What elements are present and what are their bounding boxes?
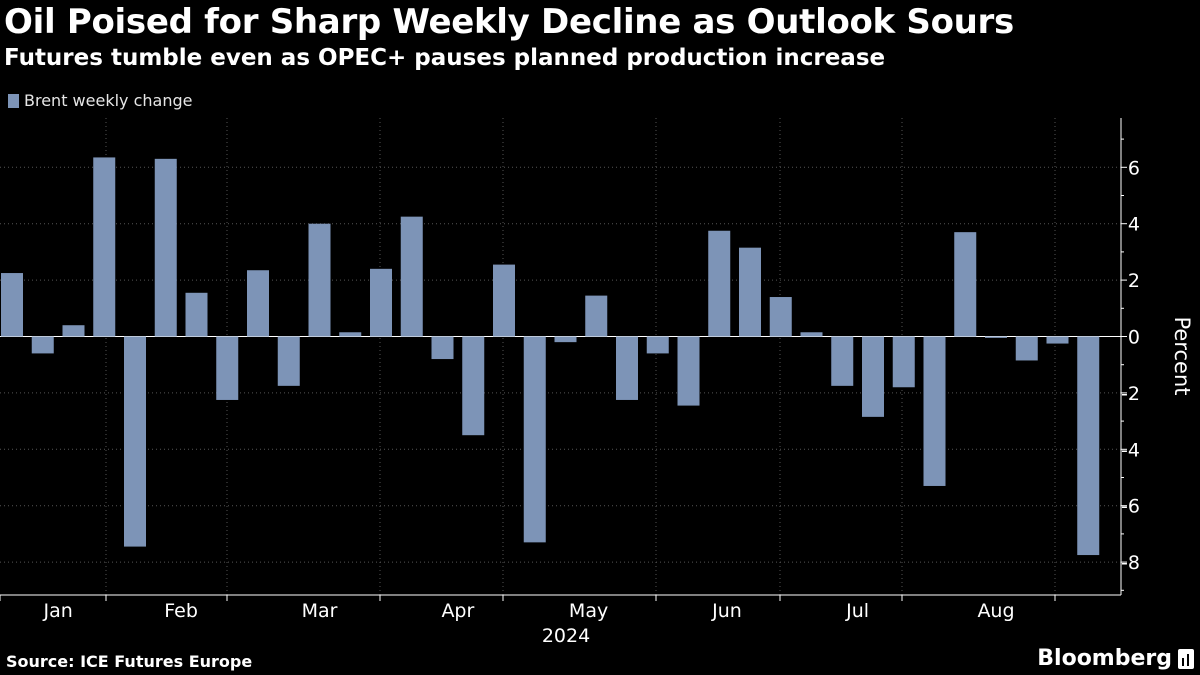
- bar: [93, 157, 116, 337]
- bar: [462, 336, 485, 436]
- bar: [739, 247, 761, 337]
- bar: [431, 336, 454, 360]
- y-tick-label: 2: [1128, 270, 1140, 292]
- legend-swatch: [8, 93, 19, 108]
- bar: [1, 273, 23, 337]
- bar: [800, 332, 823, 337]
- legend: Brent weekly change: [8, 91, 192, 110]
- brand-name: Bloomberg: [1037, 646, 1172, 671]
- x-tick-label: Apr: [441, 600, 474, 622]
- bar: [985, 336, 1007, 338]
- bar: [769, 297, 792, 337]
- x-tick-label: Aug: [977, 600, 1014, 622]
- y-tick-label: -8: [1121, 552, 1140, 574]
- bar: [308, 223, 331, 337]
- bar: [31, 336, 54, 354]
- brand-logo: Bloomberg: [1037, 646, 1194, 671]
- source-note: Source: ICE Futures Europe: [6, 652, 253, 671]
- bar: [954, 232, 977, 337]
- bar: [862, 336, 884, 417]
- bar: [831, 336, 854, 386]
- bar: [1046, 336, 1069, 344]
- legend-label: Brent weekly change: [24, 91, 193, 110]
- chart-title: Oil Poised for Sharp Weekly Decline as O…: [4, 2, 1014, 42]
- x-tick-label: Jun: [711, 600, 742, 622]
- bar: [124, 336, 146, 547]
- y-tick-label: 6: [1128, 157, 1140, 179]
- bar: [585, 295, 608, 337]
- bar: [1077, 336, 1100, 556]
- y-axis-title: Percent: [1170, 316, 1194, 395]
- bar: [523, 336, 546, 543]
- bar: [616, 336, 638, 400]
- x-tick-label: Feb: [164, 600, 198, 622]
- bar: [277, 336, 300, 386]
- bloomberg-chart-icon: [1178, 648, 1194, 669]
- y-tick-label: -2: [1121, 383, 1140, 405]
- y-tick-label: -6: [1121, 496, 1140, 518]
- chart-subtitle: Futures tumble even as OPEC+ pauses plan…: [4, 45, 886, 71]
- y-tick-label: -4: [1121, 439, 1140, 461]
- bar: [892, 336, 915, 388]
- bar: [708, 230, 731, 337]
- bar: [247, 270, 269, 337]
- bar: [646, 336, 669, 354]
- bar: [370, 268, 392, 337]
- bar: [677, 336, 700, 406]
- x-axis-year-label: 2024: [542, 625, 590, 647]
- bar: [62, 325, 85, 337]
- bar: [154, 158, 177, 337]
- x-tick-label: Jul: [845, 600, 869, 622]
- bar: [400, 216, 423, 337]
- x-tick-label: Mar: [302, 600, 338, 622]
- bar: [923, 336, 946, 486]
- y-tick-label: 4: [1128, 214, 1140, 236]
- bar: [493, 264, 515, 337]
- bar: [185, 292, 208, 337]
- bar: [554, 336, 577, 343]
- y-tick-label: 0: [1128, 327, 1140, 349]
- bar: [1015, 336, 1038, 361]
- x-tick-label: May: [569, 600, 608, 622]
- bar: [339, 332, 362, 337]
- bar: [216, 336, 239, 400]
- x-tick-label: Jan: [42, 600, 72, 622]
